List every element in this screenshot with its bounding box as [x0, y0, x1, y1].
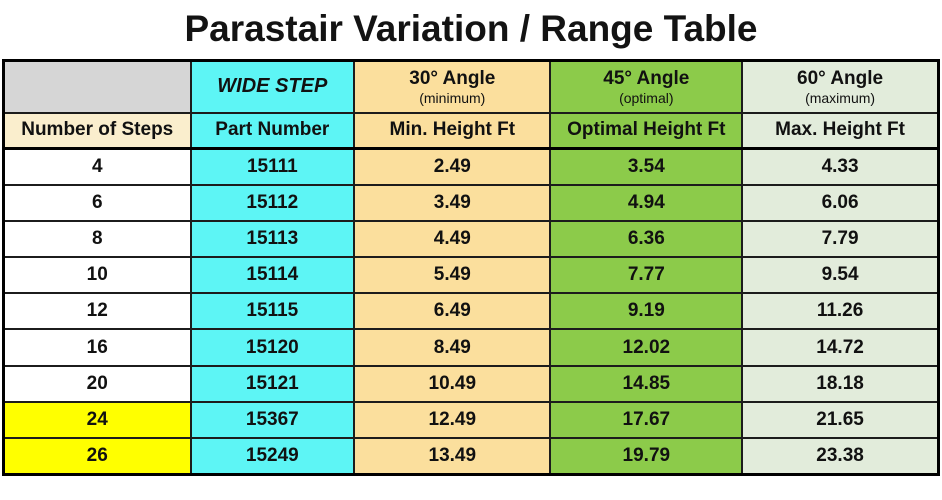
steps-column-header: Number of Steps — [2, 111, 192, 150]
min-height-cell: 4.49 — [353, 219, 552, 259]
part-number-cell: 15367 — [189, 400, 356, 440]
angle-45-subtitle: (optimal) — [619, 89, 674, 106]
corner-cell — [2, 59, 192, 114]
max-column-header: Max. Height Ft — [741, 111, 940, 150]
min-height-cell: 3.49 — [353, 183, 552, 222]
range-table-container: WIDE STEP 30° Angle (minimum) 45° Angle … — [0, 59, 942, 476]
max-height-cell: 6.06 — [741, 183, 940, 222]
angle-60-header: 60° Angle (maximum) — [741, 59, 940, 114]
wide-step-header: WIDE STEP — [189, 59, 356, 114]
page-title: Parastair Variation / Range Table — [184, 8, 758, 49]
min-height-cell: 8.49 — [353, 328, 552, 367]
angle-60-subtitle: (maximum) — [805, 89, 876, 106]
table-row: 12 15115 6.49 9.19 11.26 — [2, 292, 940, 331]
max-height-cell: 23.38 — [741, 436, 940, 476]
table-row-highlighted: 24 15367 12.49 17.67 21.65 — [2, 400, 940, 440]
table-row: 16 15120 8.49 12.02 14.72 — [2, 328, 940, 367]
optimal-height-cell: 12.02 — [549, 328, 744, 367]
min-column-header: Min. Height Ft — [353, 111, 552, 150]
max-height-cell: 11.26 — [741, 292, 940, 331]
angle-30-subtitle: (minimum) — [419, 89, 486, 106]
part-number-cell: 15115 — [189, 292, 356, 331]
optimal-height-cell: 9.19 — [549, 292, 744, 331]
steps-cell-highlighted: 24 — [2, 400, 192, 440]
optimal-height-cell: 3.54 — [549, 147, 744, 186]
part-number-cell: 15112 — [189, 183, 356, 222]
angle-45-header: 45° Angle (optimal) — [549, 59, 744, 114]
min-height-cell: 5.49 — [353, 256, 552, 295]
part-number-cell: 15113 — [189, 219, 356, 259]
part-number-cell: 15120 — [189, 328, 356, 367]
table-row-highlighted: 26 15249 13.49 19.79 23.38 — [2, 436, 940, 476]
optimal-height-cell: 19.79 — [549, 436, 744, 476]
header-row-columns: Number of Steps Part Number Min. Height … — [2, 111, 940, 150]
min-height-cell: 12.49 — [353, 400, 552, 440]
min-height-cell: 6.49 — [353, 292, 552, 331]
header-row-angles: WIDE STEP 30° Angle (minimum) 45° Angle … — [2, 59, 940, 114]
range-table: WIDE STEP 30° Angle (minimum) 45° Angle … — [2, 59, 940, 476]
steps-cell: 10 — [2, 256, 192, 295]
optimal-column-header: Optimal Height Ft — [549, 111, 744, 150]
min-height-cell: 10.49 — [353, 364, 552, 403]
max-height-cell: 7.79 — [741, 219, 940, 259]
steps-cell: 6 — [2, 183, 192, 222]
optimal-height-cell: 7.77 — [549, 256, 744, 295]
table-row: 6 15112 3.49 4.94 6.06 — [2, 183, 940, 222]
steps-cell: 4 — [2, 147, 192, 186]
optimal-height-cell: 6.36 — [549, 219, 744, 259]
steps-cell: 12 — [2, 292, 192, 331]
max-height-cell: 14.72 — [741, 328, 940, 367]
steps-cell-highlighted: 26 — [2, 436, 192, 476]
max-height-cell: 9.54 — [741, 256, 940, 295]
table-row: 4 15111 2.49 3.54 4.33 — [2, 147, 940, 186]
table-row: 10 15114 5.49 7.77 9.54 — [2, 256, 940, 295]
part-number-cell: 15249 — [189, 436, 356, 476]
part-column-header: Part Number — [189, 111, 356, 150]
steps-cell: 8 — [2, 219, 192, 259]
angle-30-title: 30° Angle — [409, 68, 496, 89]
table-row: 8 15113 4.49 6.36 7.79 — [2, 219, 940, 259]
optimal-height-cell: 17.67 — [549, 400, 744, 440]
angle-45-title: 45° Angle — [603, 68, 690, 89]
max-height-cell: 21.65 — [741, 400, 940, 440]
min-height-cell: 2.49 — [353, 147, 552, 186]
min-height-cell: 13.49 — [353, 436, 552, 476]
optimal-height-cell: 14.85 — [549, 364, 744, 403]
part-number-cell: 15114 — [189, 256, 356, 295]
part-number-cell: 15121 — [189, 364, 356, 403]
part-number-cell: 15111 — [189, 147, 356, 186]
angle-30-header: 30° Angle (minimum) — [353, 59, 552, 114]
angle-60-title: 60° Angle — [797, 68, 884, 89]
max-height-cell: 4.33 — [741, 147, 940, 186]
wide-step-label: WIDE STEP — [217, 75, 328, 98]
table-row: 20 15121 10.49 14.85 18.18 — [2, 364, 940, 403]
optimal-height-cell: 4.94 — [549, 183, 744, 222]
steps-cell: 20 — [2, 364, 192, 403]
steps-cell: 16 — [2, 328, 192, 367]
max-height-cell: 18.18 — [741, 364, 940, 403]
